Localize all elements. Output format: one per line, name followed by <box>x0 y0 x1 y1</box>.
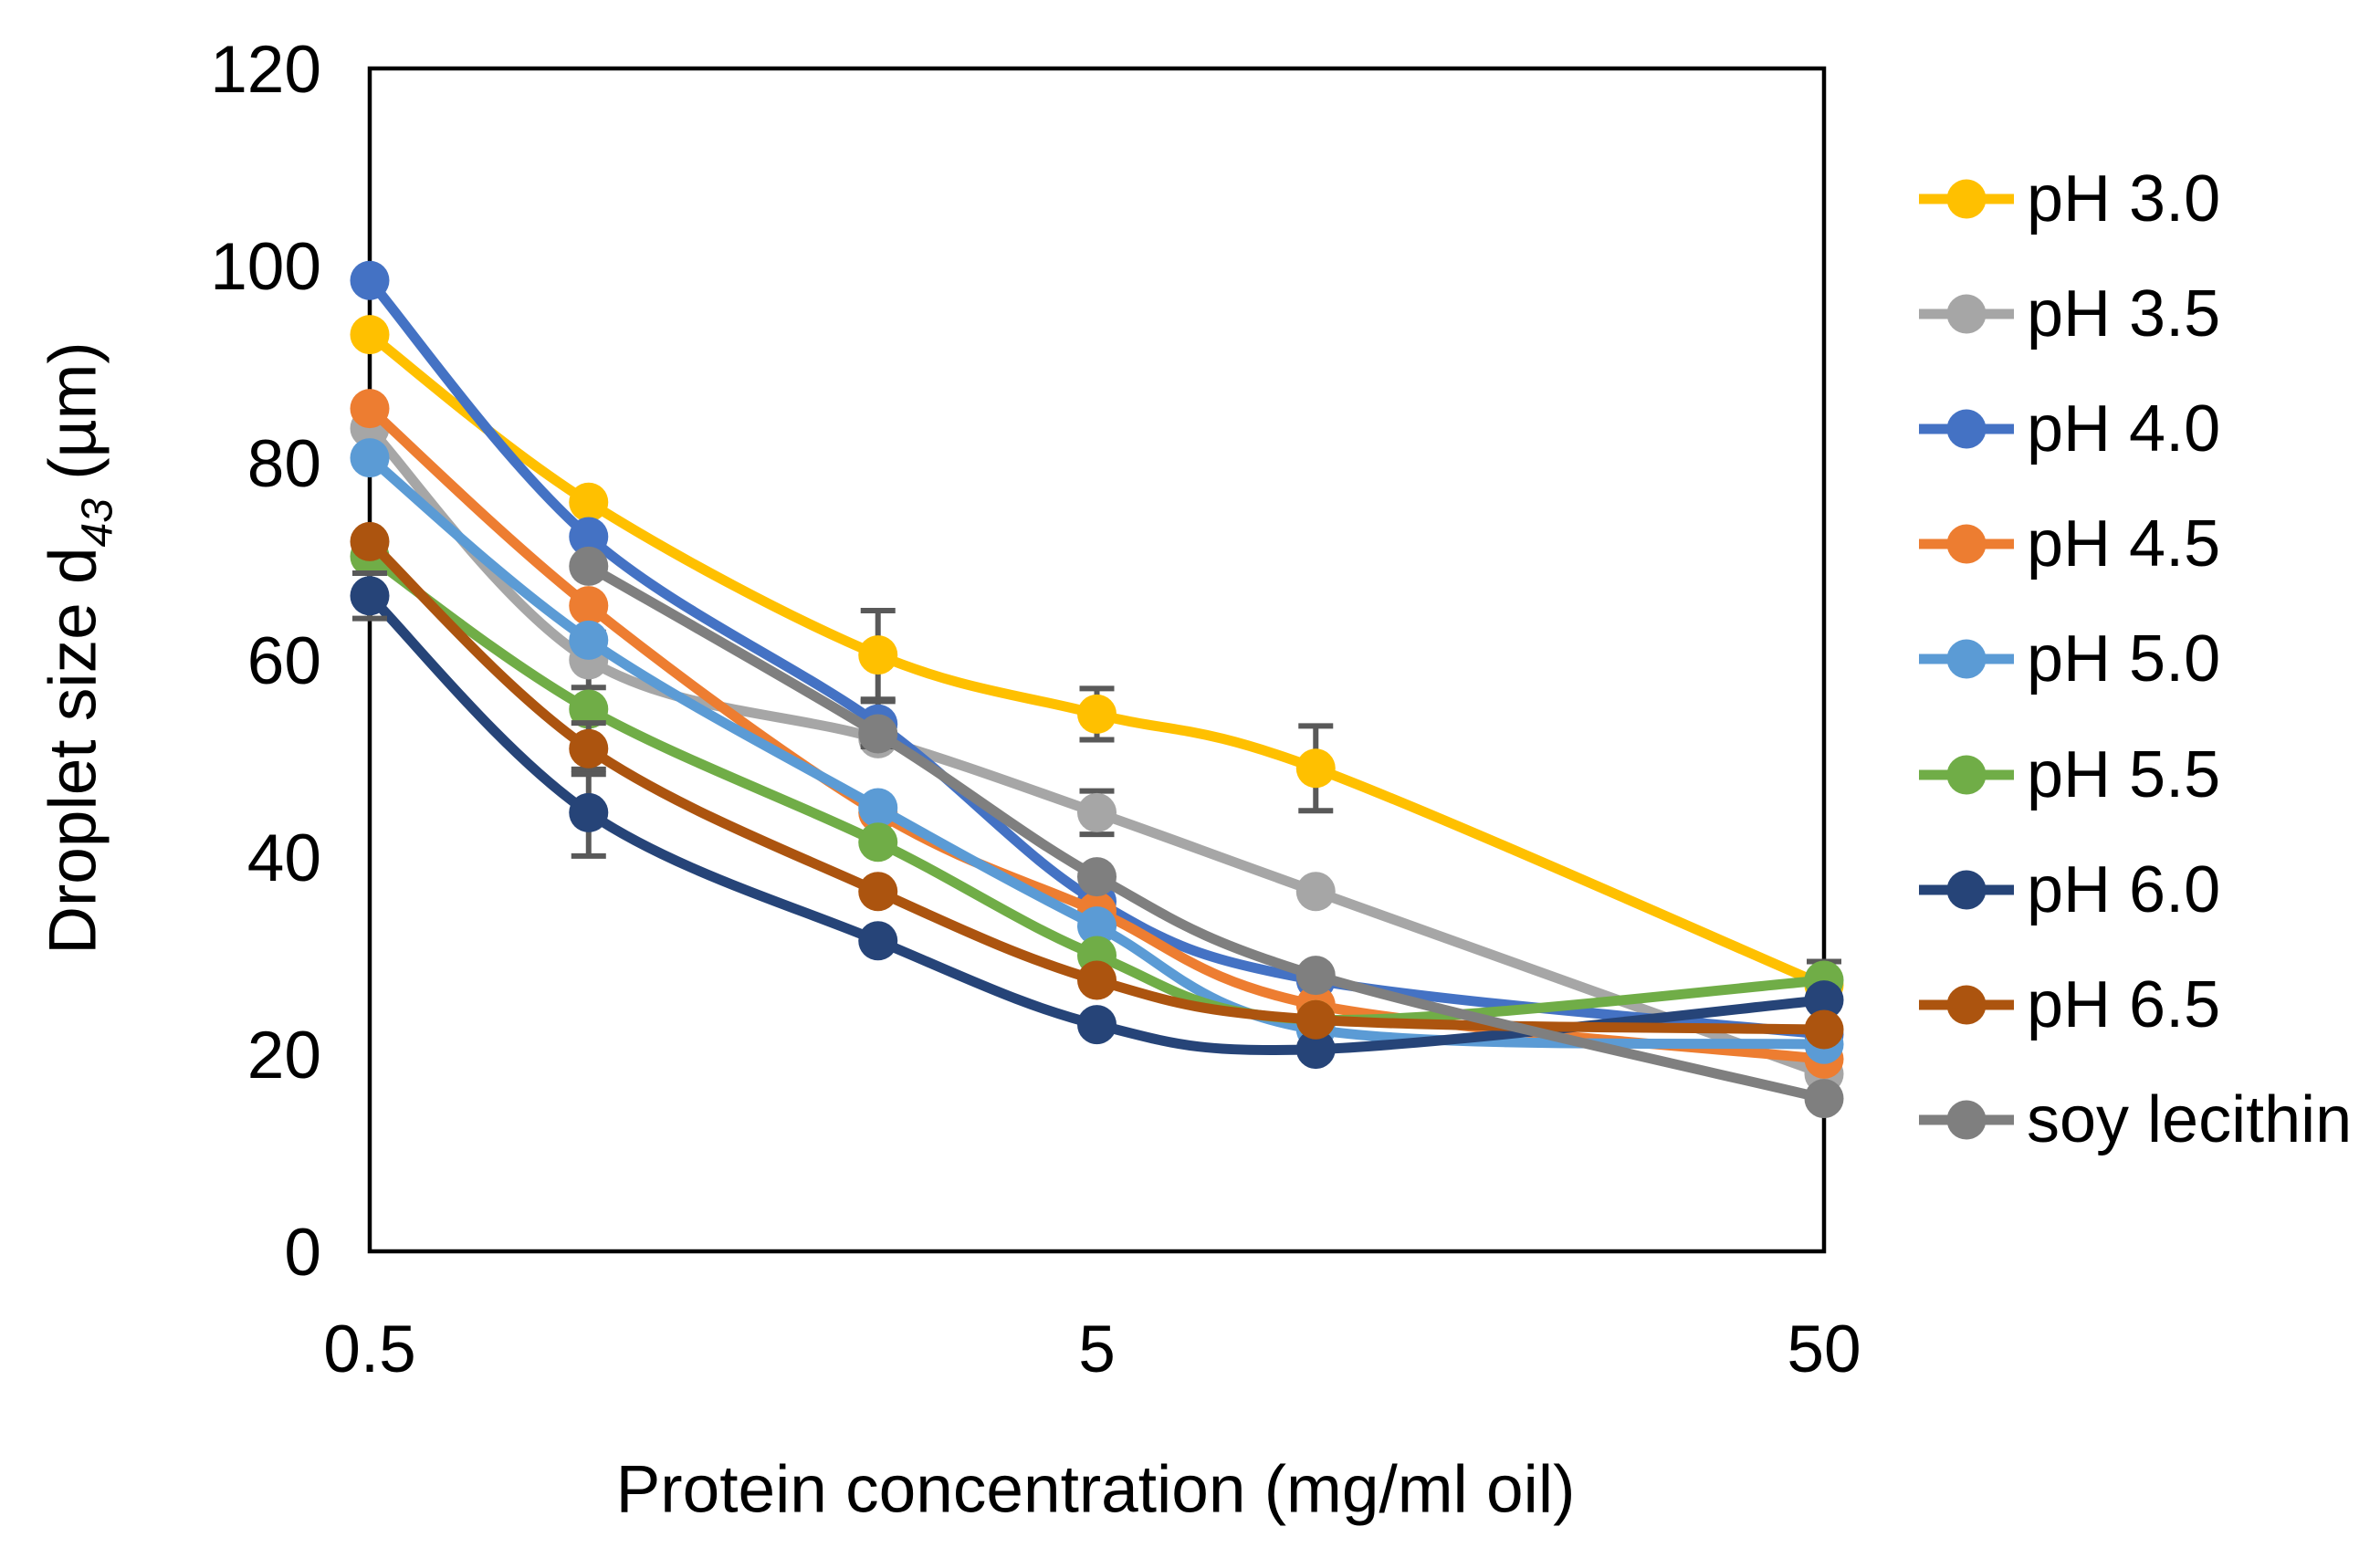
data-point-soy-lecithin <box>858 714 898 754</box>
data-point-soy-lecithin <box>1295 956 1336 996</box>
y-axis-title-unit: (µm) <box>36 341 110 499</box>
data-point-soy-lecithin <box>1804 1079 1844 1119</box>
data-point-ph-6-0 <box>350 576 390 616</box>
data-point-ph-6-5 <box>350 521 390 561</box>
legend-item-ph-4-5: pH 4.5 <box>1915 507 2220 580</box>
data-point-ph-4-0 <box>350 260 390 300</box>
series-line-ph-6-0 <box>364 591 1830 1056</box>
legend-label: pH 4.0 <box>2027 392 2221 466</box>
data-point-soy-lecithin <box>569 546 609 586</box>
y-axis-title: Droplet size d43 (µm) <box>36 341 122 955</box>
series-ph-6-0 <box>350 570 1844 1070</box>
legend-item-ph-4-0: pH 4.0 <box>1915 392 2220 465</box>
legend-item-ph-5-0: pH 5.0 <box>1915 622 2220 695</box>
series-line-ph-3-5 <box>364 423 1830 1080</box>
series-line-ph-3-0 <box>364 329 1830 990</box>
series-line-ph-6-5 <box>364 536 1830 1035</box>
data-point-ph-3-0 <box>858 635 898 675</box>
plot-border <box>367 66 1827 1254</box>
data-point-ph-5-5 <box>569 689 609 729</box>
data-point-soy-lecithin <box>1077 857 1117 897</box>
x-tick-label: 0.5 <box>323 1312 415 1386</box>
y-axis-title-text: Droplet size d <box>36 547 110 955</box>
legend-label: soy lecithin <box>2027 1082 2353 1156</box>
legend-label: pH 6.0 <box>2027 852 2221 926</box>
y-tick-label: 80 <box>247 427 321 501</box>
legend-item-soy-lecithin: soy lecithin <box>1915 1083 2352 1156</box>
data-point-ph-6-5 <box>1804 1009 1844 1050</box>
y-tick-label: 120 <box>210 33 321 107</box>
data-point-ph-4-0 <box>569 517 609 557</box>
legend-label: pH 3.5 <box>2027 277 2221 351</box>
data-point-ph-3-0 <box>1295 748 1336 789</box>
legend-item-ph-3-0: pH 3.0 <box>1915 162 2220 235</box>
legend-marker-icon <box>1919 409 2014 449</box>
data-point-ph-6-5 <box>569 728 609 769</box>
data-point-ph-4-5 <box>350 389 390 429</box>
legend-label: pH 5.0 <box>2027 622 2221 696</box>
legend-item-ph-6-5: pH 6.5 <box>1915 968 2220 1041</box>
legend-label: pH 5.5 <box>2027 737 2221 811</box>
y-tick-label: 40 <box>247 821 321 895</box>
legend-label: pH 3.0 <box>2027 162 2221 235</box>
data-point-ph-6-5 <box>1077 960 1117 1000</box>
data-point-ph-5-0 <box>1077 906 1117 946</box>
data-point-ph-6-0 <box>858 921 898 961</box>
data-point-ph-3-0 <box>1077 694 1117 734</box>
legend-label: pH 6.5 <box>2027 967 2221 1041</box>
data-point-ph-6-5 <box>1295 999 1336 1040</box>
y-tick-label: 100 <box>210 230 321 304</box>
data-point-ph-5-0 <box>350 438 390 478</box>
data-point-ph-6-0 <box>1077 1005 1117 1045</box>
y-tick-label: 20 <box>247 1019 321 1093</box>
data-point-ph-6-0 <box>1295 1030 1336 1070</box>
legend-marker-icon <box>1919 985 2014 1025</box>
data-point-ph-5-0 <box>569 620 609 660</box>
series-line-ph-4-0 <box>364 275 1830 1040</box>
data-point-ph-6-5 <box>858 872 898 912</box>
legend-marker-icon <box>1919 870 2014 910</box>
series-ph-6-5 <box>350 521 1844 1050</box>
data-point-ph-3-5 <box>1077 792 1117 832</box>
data-point-ph-3-0 <box>569 482 609 522</box>
legend-marker-icon <box>1919 639 2014 679</box>
y-tick-label: 60 <box>247 624 321 698</box>
x-tick-label: 50 <box>1787 1312 1861 1386</box>
legend-marker-icon <box>1919 294 2014 334</box>
data-point-ph-3-5 <box>1295 872 1336 912</box>
legend-item-ph-5-5: pH 5.5 <box>1915 738 2220 811</box>
data-point-ph-5-5 <box>858 822 898 863</box>
legend-marker-icon <box>1919 755 2014 794</box>
data-point-ph-3-0 <box>350 315 390 355</box>
y-tick-label: 0 <box>284 1216 321 1290</box>
data-point-ph-6-0 <box>569 792 609 832</box>
data-point-ph-5-0 <box>858 788 898 828</box>
legend-label: pH 4.5 <box>2027 507 2221 581</box>
legend-item-ph-3-5: pH 3.5 <box>1915 277 2220 350</box>
legend-marker-icon <box>1919 179 2014 219</box>
y-axis-title-subscript: 43 <box>73 498 122 548</box>
data-point-ph-6-0 <box>1804 980 1844 1020</box>
series-soy-lecithin <box>569 546 1844 1119</box>
legend-marker-icon <box>1919 1100 2014 1140</box>
legend-marker-icon <box>1919 524 2014 564</box>
x-tick-label: 5 <box>1078 1312 1116 1386</box>
data-point-ph-4-5 <box>569 586 609 626</box>
legend-item-ph-6-0: pH 6.0 <box>1915 853 2220 926</box>
x-axis-title: Protein concentration (mg/ml oil) <box>615 1452 1576 1527</box>
